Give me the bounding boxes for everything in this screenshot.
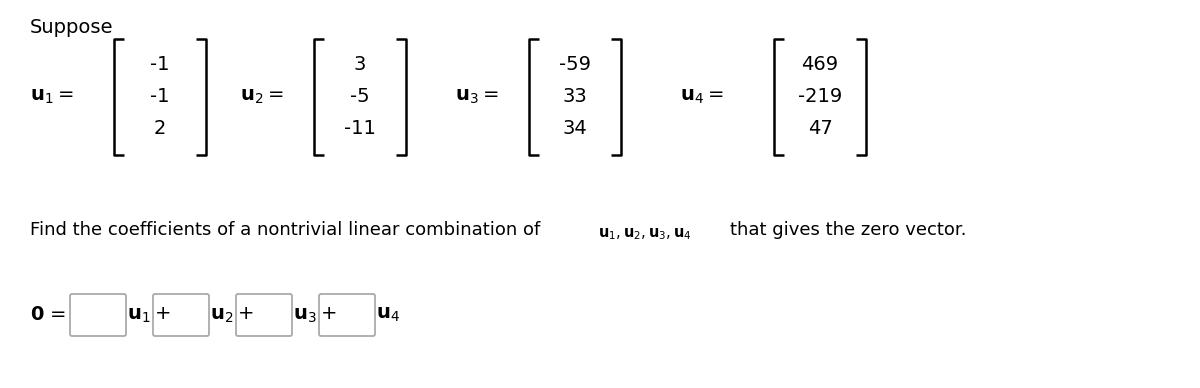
Text: -59: -59 [559, 55, 592, 74]
Text: -219: -219 [798, 88, 842, 106]
Text: 2: 2 [154, 120, 166, 139]
Text: $\mathbf{u}_3 =$: $\mathbf{u}_3 =$ [455, 88, 498, 106]
Text: $\mathbf{u}_1 =$: $\mathbf{u}_1 =$ [30, 88, 73, 106]
Text: 34: 34 [563, 120, 587, 139]
Text: $\mathbf{u}_1, \mathbf{u}_2, \mathbf{u}_3, \mathbf{u}_4$: $\mathbf{u}_1, \mathbf{u}_2, \mathbf{u}_… [598, 226, 691, 242]
Text: -1: -1 [150, 55, 169, 74]
Text: that gives the zero vector.: that gives the zero vector. [730, 221, 966, 239]
FancyBboxPatch shape [154, 294, 209, 336]
Text: 469: 469 [802, 55, 839, 74]
FancyBboxPatch shape [319, 294, 374, 336]
Text: $\mathbf{u}_1+$: $\mathbf{u}_1+$ [127, 305, 170, 325]
Text: 3: 3 [354, 55, 366, 74]
Text: -11: -11 [344, 120, 376, 139]
Text: $\mathbf{0}$ =: $\mathbf{0}$ = [30, 305, 66, 324]
Text: $\mathbf{u}_3+$: $\mathbf{u}_3+$ [293, 305, 336, 325]
Text: $\mathbf{u}_2+$: $\mathbf{u}_2+$ [210, 305, 253, 325]
Text: 47: 47 [808, 120, 833, 139]
FancyBboxPatch shape [70, 294, 126, 336]
Text: $\mathbf{u}_4 =$: $\mathbf{u}_4 =$ [680, 88, 724, 106]
Text: $\mathbf{u}_4$: $\mathbf{u}_4$ [376, 305, 400, 324]
Text: -5: -5 [350, 88, 370, 106]
Text: Find the coefficients of a nontrivial linear combination of: Find the coefficients of a nontrivial li… [30, 221, 540, 239]
FancyBboxPatch shape [236, 294, 292, 336]
Text: $\mathbf{u}_2 =$: $\mathbf{u}_2 =$ [240, 88, 283, 106]
Text: -1: -1 [150, 88, 169, 106]
Text: Suppose: Suppose [30, 18, 114, 37]
Text: 33: 33 [563, 88, 587, 106]
